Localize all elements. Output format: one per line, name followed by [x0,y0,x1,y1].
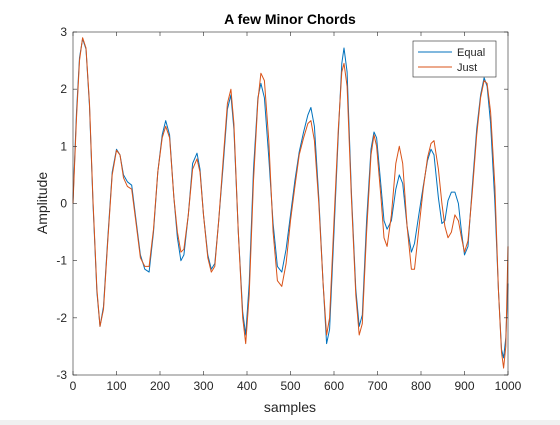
y-tick-label: -1 [56,254,67,268]
x-tick-label: 900 [454,379,474,393]
y-tick-label: 2 [60,82,67,96]
x-axis: 0 100 200 300 400 500 600 700 800 900 1000 [70,32,522,393]
legend-box [412,40,497,78]
x-tick-label: 400 [237,379,257,393]
plot-area [73,32,508,375]
y-tick-label: 3 [60,25,67,39]
x-tick-label: 500 [280,379,300,393]
x-axis-label: samples [264,399,316,415]
legend-label-just: Just [457,62,477,74]
y-tick-label: -2 [56,311,67,325]
y-axis-label: Amplitude [34,172,50,234]
legend-label-equal: Equal [457,47,485,59]
series-layer [72,37,509,369]
x-tick-label: 300 [193,379,213,393]
y-tick-label: 1 [60,139,67,153]
chart-title: A few Minor Chords [224,11,356,27]
x-tick-label: 1000 [495,379,522,393]
x-tick-label: 600 [324,379,344,393]
x-tick-label: 0 [70,379,77,393]
series-line-just [72,37,509,369]
y-tick-label: 0 [60,197,67,211]
x-tick-label: 100 [106,379,126,393]
plot-box [72,31,509,376]
y-tick-label: -3 [56,368,67,382]
x-tick-label: 800 [411,379,431,393]
legend: Equal Just [412,40,497,78]
x-tick-label: 700 [367,379,387,393]
x-tick-label: 200 [150,379,170,393]
y-axis: -3 -2 -1 0 1 2 3 [56,25,508,382]
